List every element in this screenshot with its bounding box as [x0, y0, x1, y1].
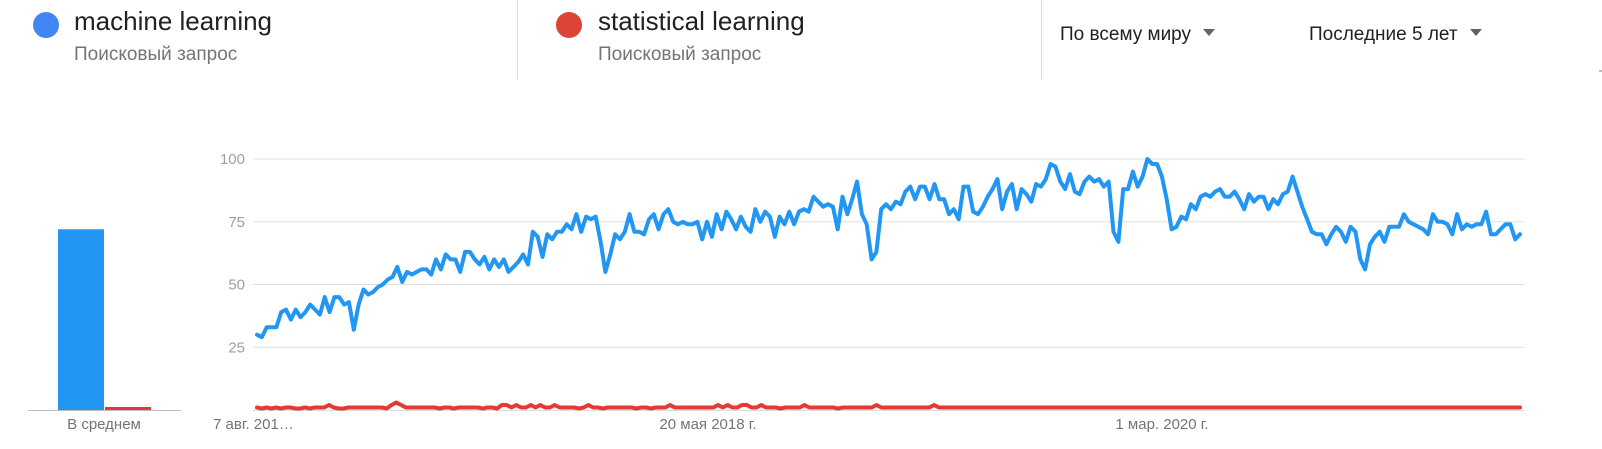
- term-color-dot-icon: [33, 12, 59, 38]
- term-type: Поисковый запрос: [598, 44, 762, 65]
- series-lines[interactable]: [255, 157, 1522, 411]
- region-dropdown[interactable]: По всему миру: [1060, 24, 1216, 46]
- compare-bar: machine learning Поисковый запрос statis…: [0, 0, 1602, 80]
- x-axis: 7 авг. 201… 20 мая 2018 г. 1 мар. 2020 г.: [213, 416, 1209, 433]
- scroll-edge: [1599, 70, 1602, 72]
- average-label: В среднем: [67, 416, 141, 433]
- dropdown-arrow-icon: [1203, 29, 1216, 37]
- x-tick-label: 7 авг. 201…: [213, 416, 294, 433]
- y-tick-label: 25: [228, 339, 245, 356]
- series-line-machine-learning[interactable]: [255, 157, 1522, 340]
- term-machine-learning[interactable]: machine learning Поисковый запрос: [0, 0, 517, 80]
- divider: [517, 0, 518, 80]
- term-name: statistical learning: [598, 6, 805, 36]
- dropdown-arrow-icon: [1469, 29, 1482, 37]
- grid: [253, 158, 1524, 411]
- average-bar[interactable]: [105, 407, 151, 410]
- y-axis: 25 50 75 100: [220, 151, 245, 356]
- y-tick-label: 75: [228, 214, 245, 231]
- series-line-statistical-learning[interactable]: [255, 400, 1522, 411]
- term-color-dot-icon: [556, 12, 582, 38]
- x-tick-label: 20 мая 2018 г.: [659, 416, 756, 433]
- term-statistical-learning[interactable]: statistical learning Поисковый запрос: [518, 0, 1041, 80]
- y-tick-label: 100: [220, 151, 245, 168]
- period-dropdown[interactable]: Последние 5 лет: [1309, 24, 1482, 46]
- period-value: Последние 5 лет: [1309, 24, 1458, 45]
- divider: [1041, 0, 1042, 80]
- region-value: По всему миру: [1060, 24, 1192, 45]
- average-chart: В среднем: [28, 229, 181, 433]
- term-type: Поисковый запрос: [74, 44, 238, 65]
- term-name: machine learning: [74, 6, 273, 36]
- y-tick-label: 50: [228, 277, 245, 294]
- trend-chart: В среднем 25 50 75 100 7 авг. 201… 20 мая 20…: [28, 151, 1524, 433]
- average-bar[interactable]: [58, 229, 104, 410]
- x-tick-label: 1 мар. 2020 г.: [1115, 416, 1208, 433]
